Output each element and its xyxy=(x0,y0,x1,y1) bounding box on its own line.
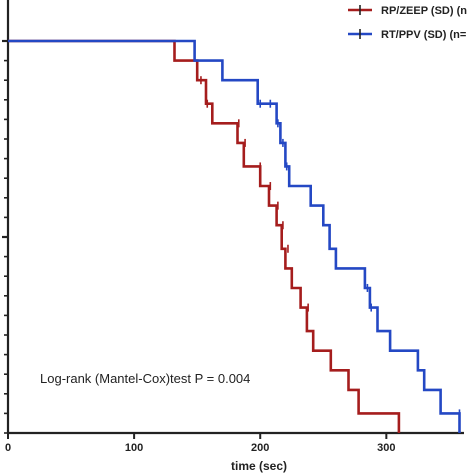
legend-label-2: RT/PPV (SD) (n= xyxy=(381,29,466,41)
series-line-1 xyxy=(8,39,401,433)
logrank-annotation: Log-rank (Mantel-Cox)test P = 0.004 xyxy=(40,371,250,386)
x-tick-label: 0 xyxy=(5,442,11,454)
x-axis-title: time (sec) xyxy=(231,459,287,473)
x-tick-label: 100 xyxy=(125,442,143,454)
survival-curves xyxy=(8,39,461,433)
x-tick-label: 200 xyxy=(251,442,269,454)
axes: 0 100 200 300 xyxy=(2,0,464,454)
x-tick-label: 300 xyxy=(377,442,395,454)
series-line-2 xyxy=(8,39,461,433)
legend: RP/ZEEP (SD) (n RT/PPV (SD) (n= xyxy=(348,5,467,41)
legend-label-1: RP/ZEEP (SD) (n xyxy=(381,5,467,17)
